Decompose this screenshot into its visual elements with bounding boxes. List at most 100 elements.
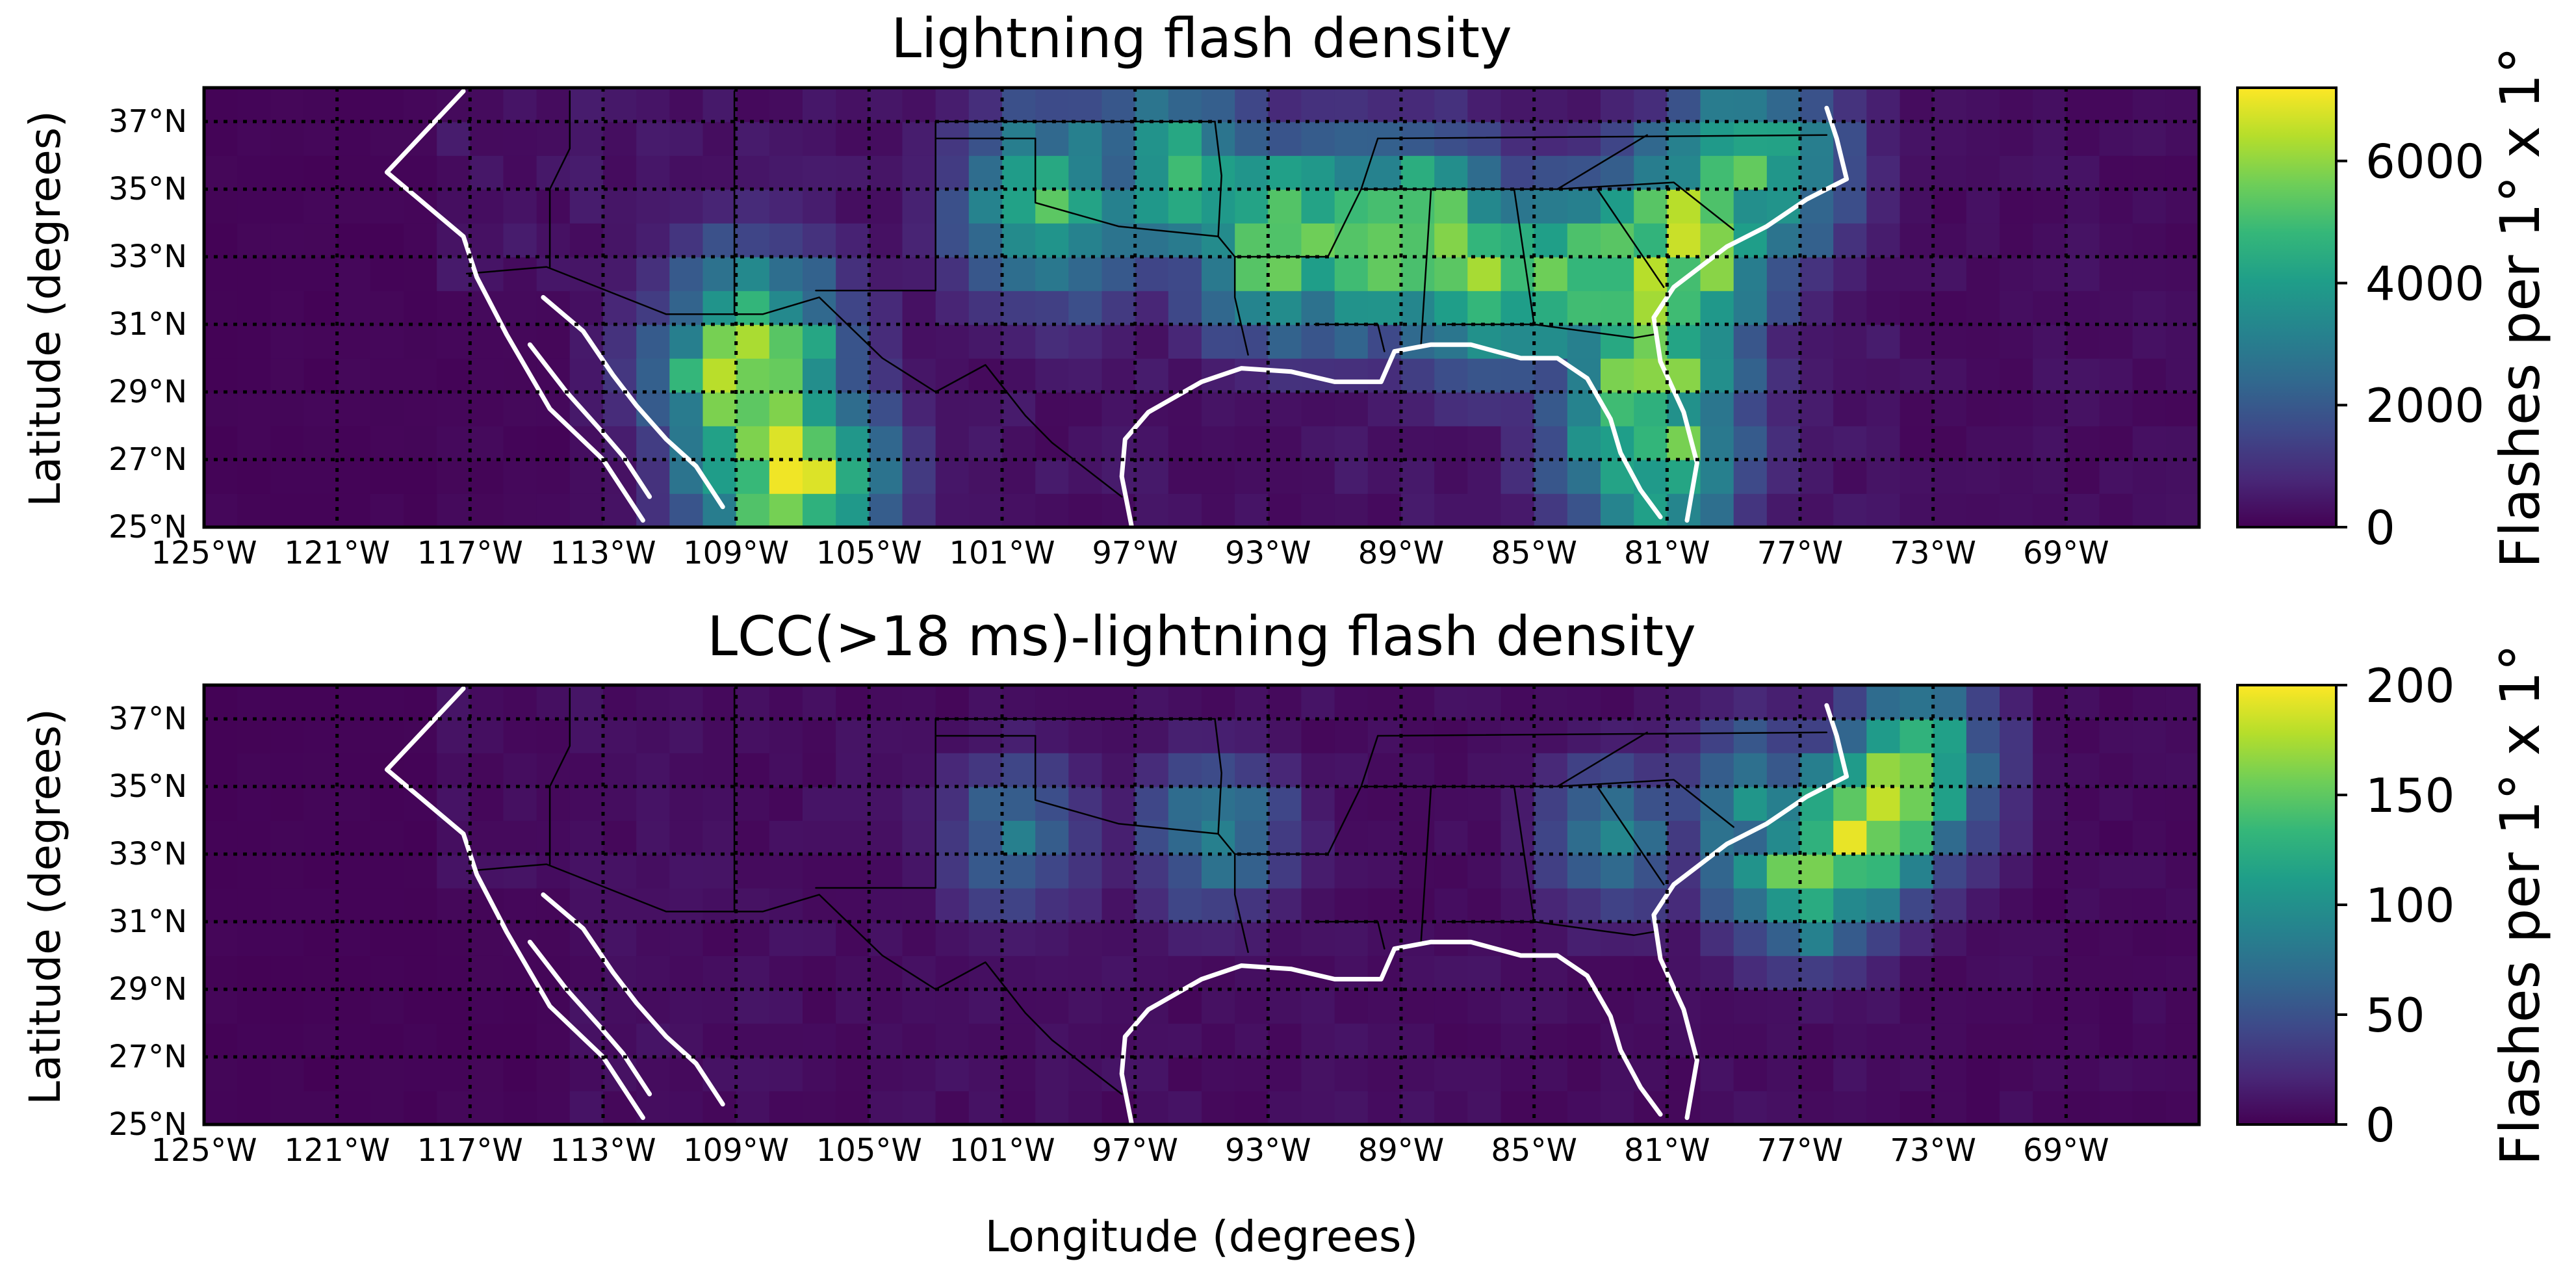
heatmap-cell <box>1434 786 1469 821</box>
heatmap-cell <box>1567 989 1601 1024</box>
heatmap-cell <box>769 493 803 528</box>
heatmap-cell <box>968 324 1003 359</box>
heatmap-cell <box>836 888 870 922</box>
heatmap-cell <box>404 392 437 426</box>
heatmap-cell <box>769 1057 803 1091</box>
heatmap-cell <box>536 922 571 956</box>
heatmap-cell <box>902 685 936 720</box>
heatmap-cell <box>1966 888 2000 922</box>
heatmap-cell <box>303 88 338 122</box>
heatmap-cell <box>1766 291 1801 325</box>
heatmap-cell <box>1367 888 1402 922</box>
heatmap-cell <box>370 460 404 494</box>
heatmap-cell <box>404 155 437 190</box>
heatmap-cell <box>1367 189 1402 224</box>
heatmap-cell <box>2099 392 2133 426</box>
heatmap-cell <box>503 1091 537 1125</box>
heatmap-cell <box>2165 1091 2200 1125</box>
heatmap-cell <box>503 426 537 460</box>
heatmap-cell <box>1467 392 1502 426</box>
heatmap-cell <box>437 1023 471 1058</box>
heatmap-cell <box>902 223 936 257</box>
heatmap-cell <box>1401 956 1435 990</box>
heatmap-cell <box>1401 155 1435 190</box>
heatmap-cell <box>404 922 437 956</box>
heatmap-cell <box>636 1023 671 1058</box>
heatmap-cell <box>1467 493 1502 528</box>
heatmap-cell <box>1800 324 1834 359</box>
heatmap-cell <box>1401 460 1435 494</box>
heatmap-cell <box>1534 426 1568 460</box>
heatmap-cell <box>1766 753 1801 787</box>
heatmap-cell <box>702 753 737 787</box>
heatmap-cell <box>1301 922 1335 956</box>
heatmap-cell <box>2099 155 2133 190</box>
heatmap-cell <box>237 956 272 990</box>
heatmap-cell <box>1534 155 1568 190</box>
heatmap-cell <box>1235 358 1269 393</box>
heatmap-cell <box>404 426 437 460</box>
heatmap-cell <box>1235 1057 1269 1091</box>
heatmap-cell <box>1800 493 1834 528</box>
heatmap-cell <box>1800 922 1834 956</box>
heatmap-cell <box>1900 460 1934 494</box>
heatmap-cell <box>303 922 338 956</box>
colorbar-tick-label: 200 <box>2365 658 2454 713</box>
heatmap-cell <box>204 854 238 889</box>
heatmap-cell <box>1068 460 1103 494</box>
heatmap-cell <box>1601 685 1634 720</box>
heatmap-cell <box>270 493 305 528</box>
border-line <box>1556 181 1734 231</box>
border-line <box>1533 920 1655 937</box>
heatmap-cell <box>1334 223 1369 257</box>
heatmap-cell <box>1434 1057 1469 1091</box>
heatmap-cell <box>836 257 870 291</box>
heatmap-cell <box>303 956 338 990</box>
y-tick-label: 35°N <box>109 171 187 207</box>
heatmap-cell <box>1035 324 1070 359</box>
heatmap-cell <box>1235 956 1269 990</box>
heatmap-cell <box>1035 1091 1070 1125</box>
heatmap-cell <box>237 189 272 224</box>
heatmap-cell <box>1567 1023 1601 1058</box>
heatmap-cell <box>337 324 371 359</box>
heatmap-cell <box>204 685 238 720</box>
heatmap-cell <box>1068 1023 1103 1058</box>
heatmap-cell <box>1101 989 1136 1024</box>
heatmap-cell <box>636 854 671 889</box>
heatmap-cell <box>1367 685 1402 720</box>
heatmap-cell <box>769 956 803 990</box>
heatmap-cell <box>702 786 737 821</box>
heatmap-cell <box>569 291 604 325</box>
heatmap-cell <box>869 88 903 122</box>
border-line <box>1596 785 1665 886</box>
heatmap-cell <box>1434 493 1469 528</box>
heatmap-cell <box>1334 719 1369 753</box>
heatmap-cell <box>935 426 970 460</box>
heatmap-cell <box>736 854 770 889</box>
heatmap-cell <box>270 1023 305 1058</box>
heatmap-cell <box>536 426 571 460</box>
heatmap-cell <box>836 685 870 720</box>
heatmap-cell <box>2165 685 2200 720</box>
heatmap-cell <box>569 820 604 855</box>
heatmap-cell <box>1101 854 1136 889</box>
heatmap-cell <box>503 493 537 528</box>
heatmap-cell <box>1168 122 1202 156</box>
heatmap-cell <box>803 888 836 922</box>
panel2-ylabel: Latitude (degrees) <box>20 708 70 1105</box>
heatmap-cell <box>1301 989 1335 1024</box>
heatmap-cell <box>503 989 537 1024</box>
heatmap-cell <box>2000 426 2033 460</box>
x-tick-label: 77°W <box>1757 1132 1844 1169</box>
heatmap-cell <box>968 88 1003 122</box>
heatmap-cell <box>237 122 272 156</box>
heatmap-cell <box>2165 888 2200 922</box>
heatmap-cell <box>736 922 770 956</box>
heatmap-cell <box>337 189 371 224</box>
heatmap-cell <box>902 820 936 855</box>
heatmap-cell <box>569 854 604 889</box>
heatmap-cell <box>702 122 737 156</box>
heatmap-cell <box>1800 719 1834 753</box>
